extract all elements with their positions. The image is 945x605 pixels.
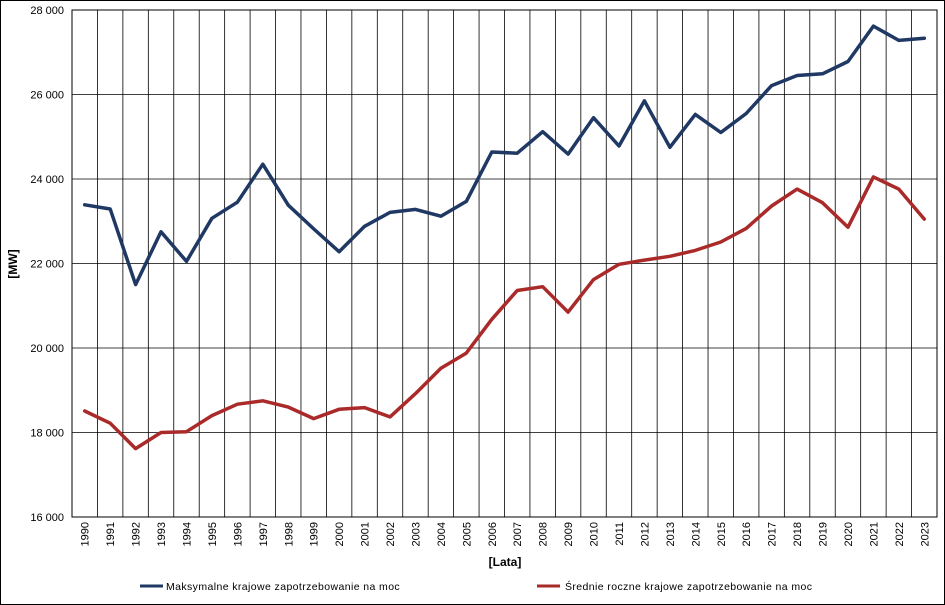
x-tick-label: 1997 [258, 522, 270, 546]
chart-grid [71, 9, 938, 518]
legend-label-max: Maksymalne krajowe zapotrzebowanie na mo… [166, 581, 400, 593]
x-tick-label: 2009 [563, 522, 575, 546]
x-tick-label: 2013 [665, 522, 677, 546]
legend-label-avg: Średnie roczne krajowe zapotrzebowanie n… [565, 580, 812, 593]
x-tick-label: 2014 [690, 522, 702, 546]
x-tick-label: 2006 [487, 522, 499, 546]
x-axis-title: [Lata] [489, 555, 522, 569]
x-tick-label: 1996 [232, 522, 244, 546]
series-line-1 [82, 175, 927, 451]
y-axis-title: [MW] [6, 249, 20, 278]
x-tick-label: 1994 [181, 522, 193, 546]
x-tick-label: 2018 [792, 522, 804, 546]
x-tick-label: 2017 [767, 522, 779, 546]
y-tick-label: 24 000 [30, 174, 64, 186]
y-axis-ticks: 16 000 18 000 20 000 22 000 24 000 26 000 28 0… [30, 5, 64, 524]
series-lines [82, 24, 927, 451]
y-tick-label: 26 000 [30, 90, 64, 102]
x-tick-label: 1995 [207, 522, 219, 546]
x-tick-label: 2022 [894, 522, 906, 546]
x-tick-label: 2020 [843, 522, 855, 546]
x-tick-label: 1999 [309, 522, 321, 546]
series-line-0 [82, 24, 927, 287]
x-tick-label: 2016 [741, 522, 753, 546]
plot-area-border [71, 9, 938, 518]
x-tick-label: 2015 [716, 522, 728, 546]
x-tick-label: 2007 [512, 522, 524, 546]
x-tick-label: 2012 [639, 522, 651, 546]
x-tick-label: 1991 [105, 522, 117, 546]
x-tick-label: 1998 [283, 522, 295, 546]
y-tick-label: 18 000 [30, 428, 64, 440]
x-tick-label: 2000 [334, 522, 346, 546]
x-tick-label: 2019 [818, 522, 830, 546]
legend: Maksymalne krajowe zapotrzebowanie na mo… [140, 580, 812, 593]
x-axis-ticks: 1990 1991 1992 1993 1994 1995 1996 1997 1998 1999… [80, 522, 932, 546]
y-tick-label: 20 000 [30, 343, 64, 355]
x-tick-label: 2003 [410, 522, 422, 546]
x-tick-label: 1992 [131, 522, 143, 546]
plot-border [71, 9, 938, 518]
x-tick-label: 2001 [360, 522, 372, 546]
x-tick-label: 2021 [868, 522, 880, 546]
x-tick-label: 2011 [614, 522, 626, 546]
y-tick-label: 22 000 [30, 259, 64, 271]
y-tick-label: 16 000 [30, 512, 64, 524]
x-tick-label: 2023 [919, 522, 931, 546]
x-tick-label: 1993 [156, 522, 168, 546]
x-tick-label: 1990 [80, 522, 92, 546]
x-tick-label: 2004 [436, 522, 448, 546]
x-tick-label: 2005 [461, 522, 473, 546]
y-tick-label: 28 000 [30, 5, 64, 17]
x-tick-label: 2002 [385, 522, 397, 546]
x-tick-label: 2010 [589, 522, 601, 546]
x-tick-label: 2008 [538, 522, 550, 546]
